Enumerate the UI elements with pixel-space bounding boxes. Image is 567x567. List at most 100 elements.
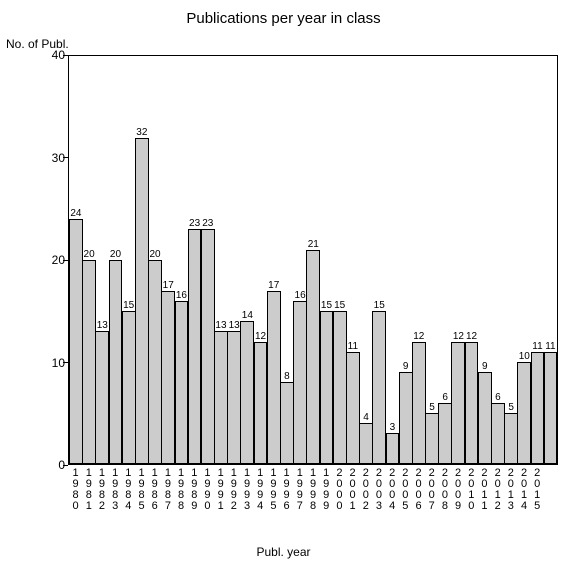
bar-value-label: 12 <box>255 331 266 342</box>
plot-area: 2420132015322017162323131314121781621151… <box>68 55 558 465</box>
y-tick-label: 0 <box>58 458 65 472</box>
bar-value-label: 6 <box>495 392 501 403</box>
x-tick-label: 1997 <box>295 468 305 512</box>
y-tick-label: 20 <box>52 253 65 267</box>
bar-value-label: 12 <box>413 331 424 342</box>
bar: 23 <box>201 229 215 464</box>
bar: 13 <box>227 331 241 464</box>
bar: 5 <box>504 413 518 464</box>
bar: 4 <box>359 423 373 464</box>
bar: 16 <box>293 301 307 464</box>
bar: 20 <box>148 260 162 464</box>
bar-value-label: 9 <box>482 361 488 372</box>
x-axis-label: Publ. year <box>0 545 567 559</box>
x-tick-label: 1981 <box>84 468 94 512</box>
bar-value-label: 20 <box>110 249 121 260</box>
x-tick-label: 1991 <box>216 468 226 512</box>
bar-value-label: 14 <box>242 310 253 321</box>
chart-title: Publications per year in class <box>0 10 567 27</box>
bar: 15 <box>372 311 386 464</box>
bar: 9 <box>399 372 413 464</box>
x-tick-label: 2000 <box>334 468 344 512</box>
bar: 12 <box>465 342 479 464</box>
bar: 16 <box>175 301 189 464</box>
bar: 17 <box>267 291 281 464</box>
bar-value-label: 20 <box>84 249 95 260</box>
bar: 12 <box>412 342 426 464</box>
bar-value-label: 15 <box>123 300 134 311</box>
bar-value-label: 17 <box>163 280 174 291</box>
bar: 11 <box>531 352 545 464</box>
bar-value-label: 5 <box>429 402 435 413</box>
bar-value-label: 32 <box>136 127 147 138</box>
bar-value-label: 13 <box>97 320 108 331</box>
bar-value-label: 17 <box>268 280 279 291</box>
bar-value-label: 5 <box>508 402 514 413</box>
bar-value-label: 12 <box>453 331 464 342</box>
bar: 15 <box>333 311 347 464</box>
x-tick-label: 1995 <box>268 468 278 512</box>
bar: 20 <box>82 260 96 464</box>
y-tick-label: 30 <box>52 151 65 165</box>
x-tick-label: 1986 <box>150 468 160 512</box>
x-tick-label: 1996 <box>282 468 292 512</box>
bar-value-label: 11 <box>545 341 555 352</box>
x-tick-label: 2003 <box>374 468 384 512</box>
bar: 3 <box>386 433 400 464</box>
bar-value-label: 15 <box>321 300 332 311</box>
x-tick-label: 1999 <box>321 468 331 512</box>
x-tick-label: 1989 <box>189 468 199 512</box>
bar-value-label: 21 <box>308 239 319 250</box>
bar: 10 <box>517 362 531 464</box>
x-tick-label: 2011 <box>479 468 489 512</box>
bar: 11 <box>346 352 360 464</box>
bar: 32 <box>135 138 149 464</box>
x-tick-label: 2001 <box>348 468 358 512</box>
y-tick-label: 40 <box>52 48 65 62</box>
bar: 5 <box>425 413 439 464</box>
x-tick-label: 1990 <box>202 468 212 512</box>
x-tick-label: 2005 <box>400 468 410 512</box>
bar-value-label: 20 <box>149 249 160 260</box>
x-tick-label: 1987 <box>163 468 173 512</box>
y-tick-label: 10 <box>52 356 65 370</box>
x-tick-label: 1984 <box>123 468 133 512</box>
bar-value-label: 16 <box>176 290 187 301</box>
x-tick-label: 1985 <box>137 468 147 512</box>
bar: 24 <box>69 219 83 464</box>
bar-value-label: 4 <box>363 412 369 423</box>
bar-value-label: 23 <box>202 218 213 229</box>
x-tick-label: 2002 <box>361 468 371 512</box>
bar: 6 <box>491 403 505 464</box>
bar-value-label: 13 <box>215 320 226 331</box>
bar: 12 <box>451 342 465 464</box>
x-tick-label: 2009 <box>453 468 463 512</box>
bar-value-label: 15 <box>334 300 345 311</box>
bar-value-label: 12 <box>466 331 477 342</box>
bar: 11 <box>544 352 557 464</box>
bar-value-label: 24 <box>70 208 81 219</box>
bar: 15 <box>122 311 136 464</box>
x-tick-label: 2008 <box>440 468 450 512</box>
bar: 15 <box>320 311 334 464</box>
x-tick-label: 1988 <box>176 468 186 512</box>
bar-value-label: 9 <box>403 361 409 372</box>
bar: 12 <box>254 342 268 464</box>
x-tick-label: 2013 <box>506 468 516 512</box>
bar-value-label: 10 <box>519 351 530 362</box>
bar: 14 <box>240 321 254 464</box>
chart-container: Publications per year in class No. of Pu… <box>0 0 567 567</box>
x-tick-label: 1992 <box>229 468 239 512</box>
x-tick-label: 1994 <box>255 468 265 512</box>
x-tick-label: 2004 <box>387 468 397 512</box>
x-tick-label: 1982 <box>97 468 107 512</box>
x-tick-label: 1993 <box>242 468 252 512</box>
x-tick-label: 2010 <box>466 468 476 512</box>
bar: 8 <box>280 382 294 464</box>
bar: 13 <box>95 331 109 464</box>
bar-value-label: 11 <box>348 341 358 352</box>
bar-value-label: 23 <box>189 218 200 229</box>
bar-value-label: 16 <box>295 290 306 301</box>
x-tick-label: 1980 <box>71 468 81 512</box>
x-tick-label: 2007 <box>427 468 437 512</box>
